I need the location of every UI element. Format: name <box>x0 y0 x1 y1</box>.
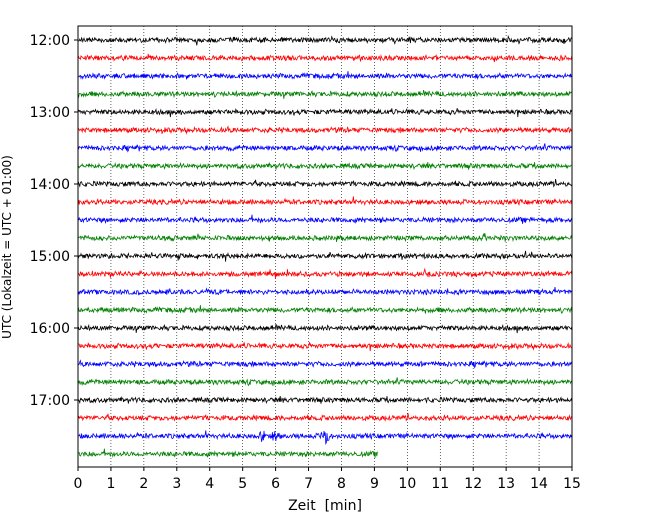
trace-1245 <box>77 89 573 99</box>
x-tick-label: 5 <box>238 476 247 492</box>
y-axis-label: UTC (Lokalzeit = UTC + 01:00) <box>0 155 14 339</box>
x-tick-label: 10 <box>398 476 416 492</box>
y-tick-label: 14:00 <box>30 177 70 193</box>
x-tick-label: 12 <box>464 476 482 492</box>
trace-1715 <box>77 413 572 422</box>
y-tick-label: 13:00 <box>30 105 70 121</box>
trace-1215 <box>77 53 573 63</box>
trace-1230 <box>77 71 572 81</box>
trace-1315 <box>77 125 573 135</box>
trace-1345 <box>77 161 572 171</box>
y-axis-ticks: 12:00 13:00 14:00 15:00 16:00 17:00 <box>30 33 78 409</box>
trace-1430 <box>77 214 573 225</box>
plot-background <box>78 26 572 467</box>
trace-1500 <box>77 250 573 262</box>
x-axis-ticks: 0 1 2 3 4 5 6 7 8 9 10 11 12 13 14 15 <box>74 467 581 492</box>
plot-frame <box>77 25 573 468</box>
x-tick-label: 0 <box>74 476 83 492</box>
x-tick-label: 13 <box>497 476 515 492</box>
trace-1600 <box>77 323 573 334</box>
trace-1745 <box>77 448 378 458</box>
y-tick-label: 17:00 <box>30 393 70 409</box>
trace-1200 <box>77 34 572 46</box>
x-tick-label: 6 <box>271 476 280 492</box>
x-tick-label: 14 <box>530 476 548 492</box>
x-tick-label: 4 <box>205 476 214 492</box>
y-tick-label: 16:00 <box>30 321 70 337</box>
x-tick-label: 15 <box>563 476 581 492</box>
trace-1630 <box>77 359 573 369</box>
x-tick-label: 11 <box>431 476 449 492</box>
x-tick-label: 9 <box>370 476 379 492</box>
trace-1645 <box>77 377 573 387</box>
y-tick-label: 12:00 <box>30 33 70 49</box>
trace-1330 <box>77 143 573 153</box>
x-tick-label: 1 <box>106 476 115 492</box>
trace-1730 <box>77 430 573 446</box>
trace-1445 <box>77 233 573 243</box>
seismic-traces <box>77 34 573 458</box>
x-tick-label: 3 <box>172 476 181 492</box>
x-tick-label: 7 <box>304 476 313 492</box>
x-tick-label: 8 <box>337 476 346 492</box>
trace-1415 <box>77 196 573 207</box>
x-tick-label: 2 <box>139 476 148 492</box>
y-tick-label: 15:00 <box>30 249 70 265</box>
x-axis-label: Zeit [min] <box>288 498 362 514</box>
trace-1615 <box>77 342 573 352</box>
trace-1300 <box>77 108 573 118</box>
trace-1700 <box>77 395 573 405</box>
trace-1515 <box>77 267 573 279</box>
trace-1400 <box>77 179 573 188</box>
trace-1545 <box>77 305 573 315</box>
trace-1530 <box>77 287 573 296</box>
